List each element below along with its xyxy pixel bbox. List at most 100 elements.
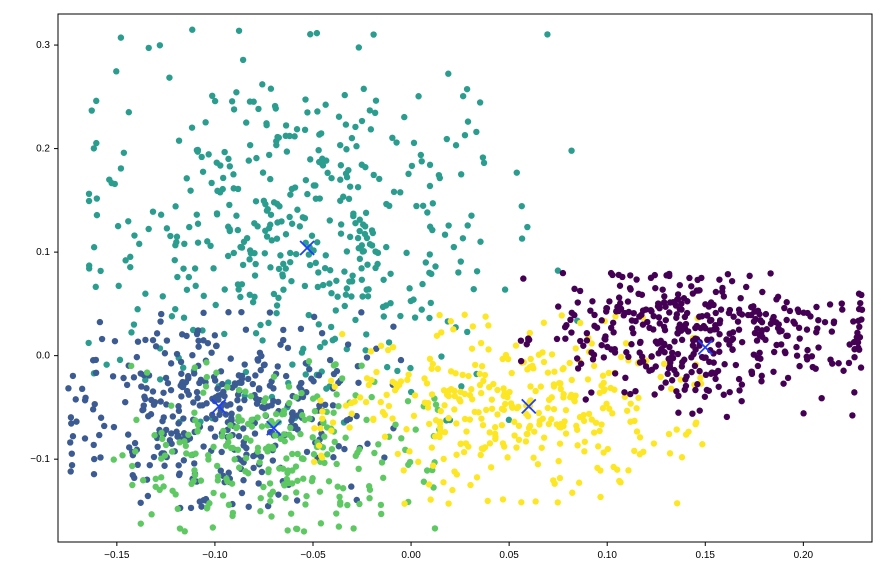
point-green <box>265 444 271 450</box>
point-yellow <box>332 383 338 389</box>
point-yellow <box>667 450 673 456</box>
point-navy <box>125 431 131 437</box>
point-purple <box>675 325 681 331</box>
point-navy <box>122 399 128 405</box>
point-purple <box>813 304 819 310</box>
point-yellow <box>479 445 485 451</box>
point-yellow <box>563 430 569 436</box>
point-navy <box>216 412 222 418</box>
x-tick-label: 0.20 <box>794 550 814 561</box>
point-navy <box>267 309 273 315</box>
point-yellow <box>343 402 349 408</box>
point-navy <box>157 318 163 324</box>
point-navy <box>250 465 256 471</box>
point-teal <box>362 347 368 353</box>
point-navy <box>181 457 187 463</box>
point-purple <box>770 369 776 375</box>
point-yellow <box>485 346 491 352</box>
point-navy <box>218 449 224 455</box>
point-green <box>162 452 168 458</box>
point-teal <box>300 346 306 352</box>
point-green <box>259 423 265 429</box>
point-green <box>282 495 288 501</box>
point-yellow <box>532 498 538 504</box>
point-yellow <box>363 399 369 405</box>
point-purple <box>856 306 862 312</box>
point-teal <box>358 265 364 271</box>
point-purple <box>608 325 614 331</box>
point-green <box>267 492 273 498</box>
point-yellow <box>433 417 439 423</box>
point-yellow <box>597 494 603 500</box>
point-yellow <box>486 384 492 390</box>
point-navy <box>280 327 286 333</box>
point-navy <box>112 338 118 344</box>
point-purple <box>736 307 742 313</box>
point-teal <box>445 71 451 77</box>
point-yellow <box>478 452 484 458</box>
point-yellow <box>457 389 463 395</box>
point-green <box>363 417 369 423</box>
point-purple <box>661 299 667 305</box>
point-yellow <box>429 391 435 397</box>
point-green <box>294 526 300 532</box>
point-navy <box>226 470 232 476</box>
point-green <box>289 451 295 457</box>
point-purple <box>671 338 677 344</box>
point-purple <box>736 326 742 332</box>
point-teal <box>205 151 211 157</box>
point-purple <box>858 364 864 370</box>
point-teal <box>176 137 182 143</box>
point-navy <box>275 363 281 369</box>
point-green <box>169 488 175 494</box>
point-purple <box>716 276 722 282</box>
point-yellow <box>566 360 572 366</box>
point-teal <box>115 223 121 229</box>
point-purple <box>673 302 679 308</box>
point-green <box>220 428 226 434</box>
point-purple <box>652 272 658 278</box>
point-yellow <box>438 408 444 414</box>
point-teal <box>287 250 293 256</box>
point-teal <box>347 234 353 240</box>
point-yellow <box>561 418 567 424</box>
point-purple <box>713 310 719 316</box>
point-navy <box>99 336 105 342</box>
point-teal <box>362 223 368 229</box>
point-teal <box>136 241 142 247</box>
point-green <box>267 480 273 486</box>
point-navy <box>110 373 116 379</box>
point-yellow <box>316 442 322 448</box>
point-teal <box>131 232 137 238</box>
point-purple <box>648 308 654 314</box>
point-purple <box>804 326 810 332</box>
point-yellow <box>474 474 480 480</box>
point-green <box>330 410 336 416</box>
point-yellow <box>573 345 579 351</box>
point-teal <box>383 302 389 308</box>
point-yellow <box>557 380 563 386</box>
point-purple <box>650 326 656 332</box>
point-navy <box>285 345 291 351</box>
point-yellow <box>403 426 409 432</box>
point-yellow <box>382 412 388 418</box>
point-purple <box>777 327 783 333</box>
point-navy <box>341 446 347 452</box>
point-purple <box>654 340 660 346</box>
point-navy <box>154 444 160 450</box>
point-green <box>281 408 287 414</box>
x-tick-label: −0.10 <box>202 550 228 561</box>
point-navy <box>308 376 314 382</box>
point-navy <box>70 433 76 439</box>
point-teal <box>394 368 400 374</box>
point-green <box>273 411 279 417</box>
point-teal <box>240 57 246 63</box>
point-teal <box>287 191 293 197</box>
point-green <box>392 421 398 427</box>
point-purple <box>679 363 685 369</box>
point-purple <box>685 328 691 334</box>
point-teal <box>247 247 253 253</box>
point-purple <box>801 310 807 316</box>
point-yellow <box>598 421 604 427</box>
point-yellow <box>475 409 481 415</box>
